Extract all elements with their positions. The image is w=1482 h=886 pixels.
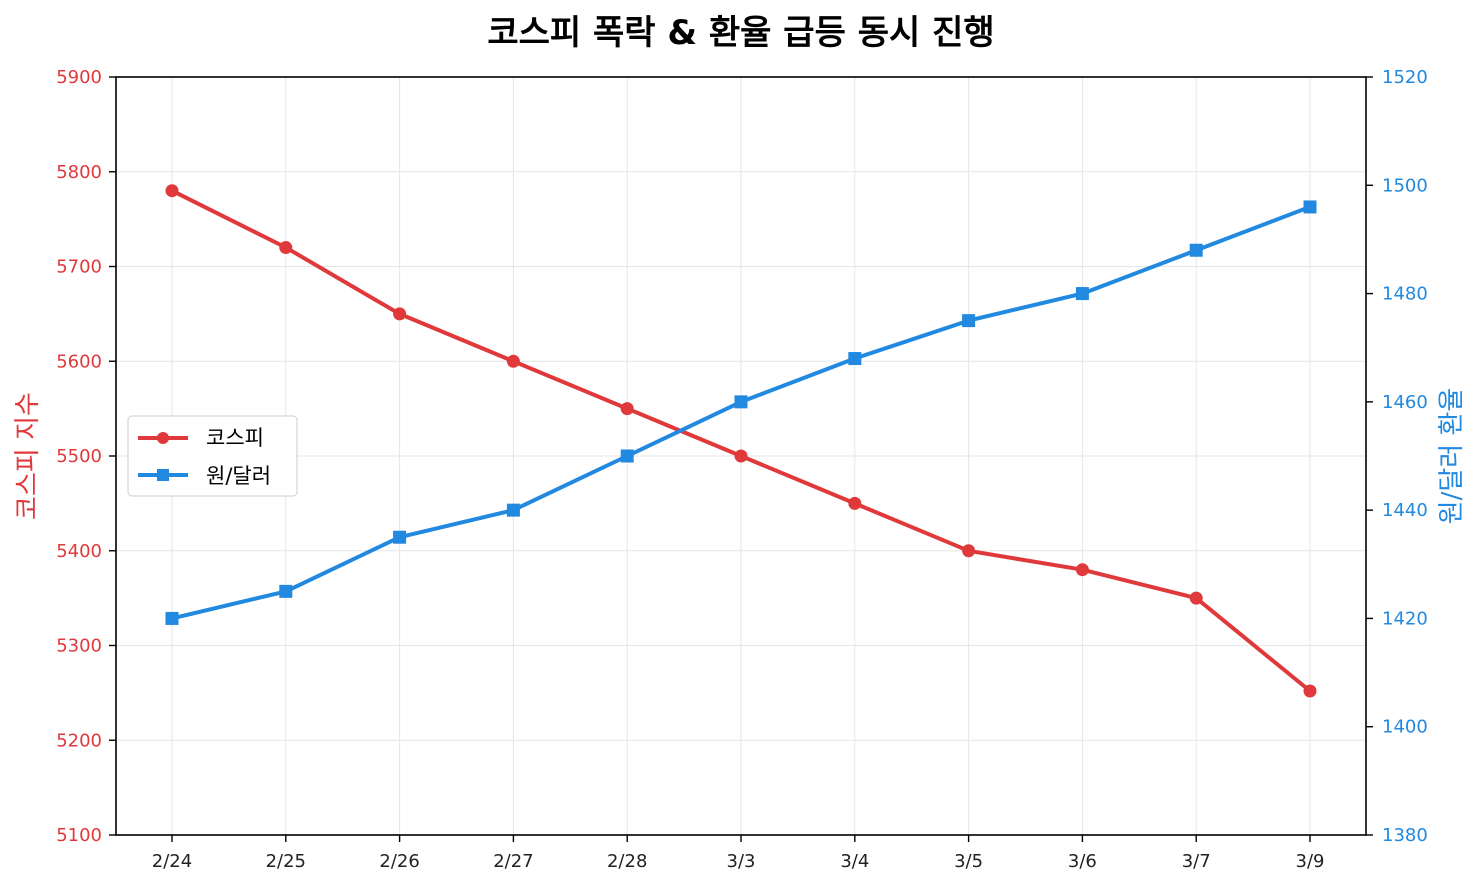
y-axis-label-left: 코스피 지수	[13, 392, 43, 520]
y-tick-label-right: 1400	[1382, 717, 1428, 738]
y-tick-label-right: 1460	[1382, 392, 1428, 413]
legend-label-usdkrw: 원/달러	[206, 464, 271, 488]
x-tick-label: 3/5	[954, 851, 983, 872]
legend: 코스피 원/달러	[127, 415, 298, 497]
data-point-usdkrw	[393, 530, 407, 544]
x-tick-label: 2/28	[607, 851, 647, 872]
data-point-usdkrw	[1189, 243, 1203, 257]
y-axis-label-right: 원/달러 환율	[1437, 388, 1467, 525]
x-tick-label: 2/25	[266, 851, 306, 872]
x-tick-label: 2/24	[152, 851, 192, 872]
y-tick-label-left: 5700	[56, 257, 102, 278]
data-point-kospi	[620, 402, 634, 416]
x-tick-label: 3/7	[1182, 851, 1211, 872]
y-tick-label-right: 1500	[1382, 175, 1428, 196]
data-point-kospi	[734, 449, 748, 463]
legend-entry-kospi: 코스피	[138, 426, 264, 450]
legend-label-kospi: 코스피	[206, 426, 264, 450]
y-tick-label-left: 5900	[56, 67, 102, 88]
data-point-usdkrw	[962, 314, 976, 328]
data-point-kospi	[165, 184, 179, 198]
data-point-kospi	[279, 241, 293, 255]
data-point-usdkrw	[1075, 287, 1089, 301]
data-point-kospi	[1189, 591, 1203, 605]
y-tick-label-left: 5400	[56, 541, 102, 562]
x-tick-label: 3/3	[727, 851, 756, 872]
data-point-usdkrw	[734, 395, 748, 409]
data-point-usdkrw	[279, 584, 293, 598]
data-point-kospi	[1075, 563, 1089, 577]
legend-marker-usdkrw	[157, 469, 169, 481]
data-point-usdkrw	[848, 352, 862, 366]
x-tick-label: 2/26	[379, 851, 419, 872]
data-point-usdkrw	[165, 611, 179, 625]
data-point-kospi	[506, 354, 520, 368]
data-point-usdkrw	[1303, 200, 1317, 214]
y-tick-label-right: 1380	[1382, 825, 1428, 846]
legend-marker-kospi	[157, 432, 169, 444]
data-point-kospi	[393, 307, 407, 321]
axes-layer: 2/24 2/25 2/26 2/27 2/28 3/3 3/4 3/5 3/6 3/7 3/9 51…	[56, 67, 1428, 872]
chart-title: 코스피 폭락 & 환율 급등 동시 진행	[487, 13, 994, 53]
y-tick-label-left: 5100	[56, 825, 102, 846]
data-point-kospi	[848, 496, 862, 510]
y-tick-label-left: 5500	[56, 446, 102, 467]
data-point-usdkrw	[506, 503, 520, 517]
x-tick-label: 3/9	[1296, 851, 1325, 872]
y-tick-label-left: 5600	[56, 351, 102, 372]
data-point-usdkrw	[620, 449, 634, 463]
y-tick-label-left: 5300	[56, 636, 102, 657]
y-tick-label-right: 1440	[1382, 500, 1428, 521]
y-tick-label-right: 1420	[1382, 608, 1428, 629]
x-tick-label: 3/4	[840, 851, 869, 872]
data-point-kospi	[1303, 684, 1317, 698]
y-tick-label-right: 1480	[1382, 284, 1428, 305]
x-tick-label: 2/27	[493, 851, 533, 872]
y-tick-label-left: 5800	[56, 162, 102, 183]
y-tick-label-left: 5200	[56, 730, 102, 751]
y-tick-label-right: 1520	[1382, 67, 1428, 88]
x-tick-label: 3/6	[1068, 851, 1097, 872]
series-layer	[165, 184, 1317, 698]
data-point-kospi	[962, 544, 976, 558]
legend-entry-usdkrw: 원/달러	[138, 464, 271, 488]
